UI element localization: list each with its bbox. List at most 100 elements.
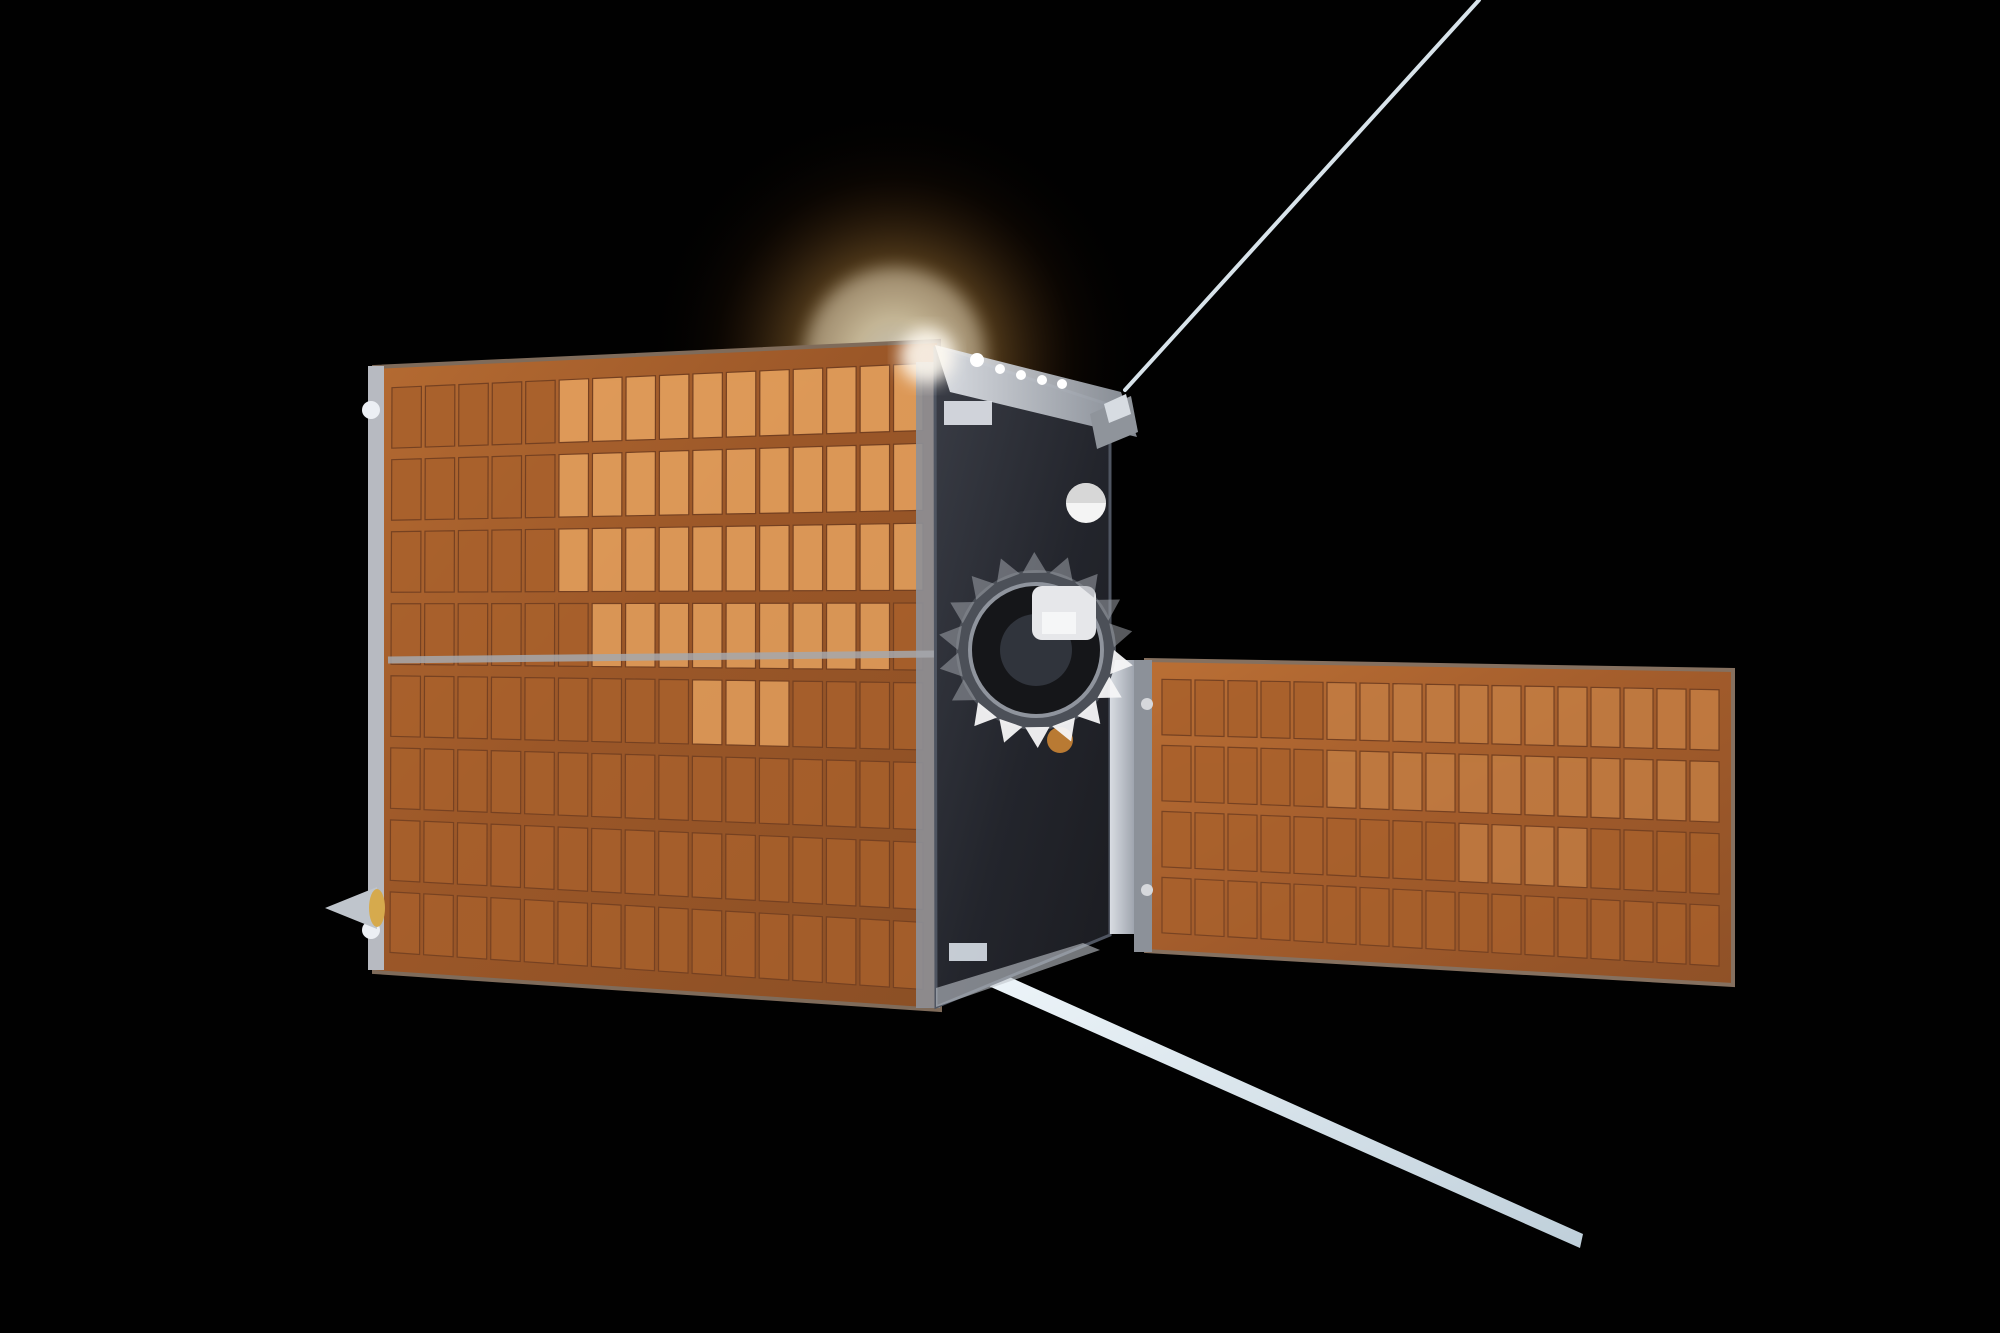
solar-cell: [1260, 680, 1291, 739]
side-solar-panel: [1134, 657, 1735, 988]
solar-cell: [692, 448, 723, 516]
solar-cell: [1194, 878, 1225, 938]
solar-cell: [692, 371, 723, 439]
solar-cell: [1524, 895, 1555, 957]
solar-cell: [692, 525, 723, 592]
solar-cell: [658, 526, 690, 592]
solar-cell: [1458, 753, 1489, 814]
solar-cell: [557, 826, 589, 892]
gear-tooth: [1052, 717, 1075, 742]
solar-cell: [725, 910, 756, 979]
solar-cell: [859, 760, 891, 830]
solar-cell: [1491, 823, 1522, 886]
solar-cell: [1557, 756, 1588, 818]
solar-cell: [457, 456, 489, 520]
solar-cell: [1623, 687, 1654, 749]
solar-cell: [590, 902, 622, 970]
solar-cell: [1425, 890, 1456, 951]
solar-cell: [792, 367, 824, 436]
solar-cell: [691, 908, 723, 977]
solar-cell: [725, 525, 757, 592]
solar-cell: [557, 751, 589, 817]
solar-cell: [422, 893, 454, 958]
solar-cell: [624, 904, 656, 972]
solar-cell: [1689, 903, 1720, 967]
solar-cell: [591, 752, 622, 819]
solar-cell: [825, 837, 857, 907]
solar-cell: [624, 829, 656, 896]
solar-cell: [624, 678, 656, 744]
solar-cell: [1524, 755, 1555, 817]
solar-cell: [424, 457, 456, 521]
solar-cell: [490, 897, 522, 963]
solar-cell: [1491, 684, 1522, 746]
solar-cell: [1227, 813, 1258, 873]
solar-cell: [389, 819, 421, 883]
solar-cell: [825, 523, 857, 592]
solar-cell: [758, 524, 790, 592]
solar-cell: [859, 364, 891, 434]
solar-cell: [1590, 827, 1621, 890]
solar-cell: [825, 759, 857, 828]
gear-tooth: [1025, 726, 1050, 748]
solar-cell: [1656, 830, 1687, 894]
solar-cell: [1491, 754, 1522, 816]
solar-cell: [1161, 810, 1192, 869]
solar-cell: [1359, 750, 1390, 811]
gear-tooth: [1022, 552, 1047, 574]
solar-cell: [523, 824, 555, 890]
gear-tooth: [1077, 700, 1101, 724]
gear-tooth: [999, 718, 1023, 743]
solar-cell: [758, 757, 790, 825]
solar-cell: [490, 750, 522, 815]
solar-cell: [758, 912, 790, 981]
solar-cell: [390, 530, 422, 593]
solar-cell: [1161, 876, 1192, 936]
upper-antenna: [1123, 0, 1481, 392]
solar-cell: [1557, 896, 1588, 959]
solar-cell: [658, 678, 690, 745]
solar-cell: [859, 839, 891, 909]
solar-cell: [1260, 814, 1291, 874]
solar-cell: [1293, 816, 1324, 876]
solar-cell: [1458, 822, 1489, 884]
solar-cell: [826, 365, 857, 435]
gear-tooth: [1109, 623, 1133, 648]
solar-cell: [859, 523, 891, 592]
solar-cell: [625, 450, 656, 517]
solar-cell: [1656, 759, 1687, 822]
solar-cell: [458, 382, 489, 447]
left-thruster: [325, 887, 385, 929]
solar-cell: [792, 680, 824, 748]
solar-cell: [1425, 683, 1456, 744]
gear-ring: [939, 552, 1133, 748]
solar-cell: [1326, 817, 1357, 877]
solar-cell: [423, 675, 455, 739]
solar-cell: [591, 677, 623, 743]
solar-cell: [1326, 885, 1357, 946]
solar-cell: [658, 449, 690, 516]
solar-cell: [1194, 745, 1225, 804]
solar-cell: [490, 823, 522, 889]
solar-cell: [1392, 819, 1423, 881]
solar-cell: [524, 528, 556, 593]
solar-cell: [490, 602, 522, 667]
solar-cell: [1689, 760, 1720, 823]
solar-cell: [859, 918, 891, 988]
solar-cell: [658, 754, 689, 821]
solar-cell: [1293, 748, 1324, 808]
solar-cell: [424, 530, 456, 593]
solar-cell: [590, 827, 622, 894]
solar-cell: [1227, 880, 1258, 940]
solar-cell: [1359, 818, 1390, 879]
solar-cell: [1359, 886, 1390, 948]
solar-cell: [1425, 821, 1456, 882]
solar-cell: [1326, 749, 1357, 809]
solar-cell: [658, 602, 690, 669]
solar-cell: [423, 820, 455, 885]
solar-cell: [859, 443, 891, 513]
solar-cell: [1656, 687, 1687, 750]
solar-cell: [1392, 751, 1423, 812]
solar-cell: [491, 455, 523, 519]
